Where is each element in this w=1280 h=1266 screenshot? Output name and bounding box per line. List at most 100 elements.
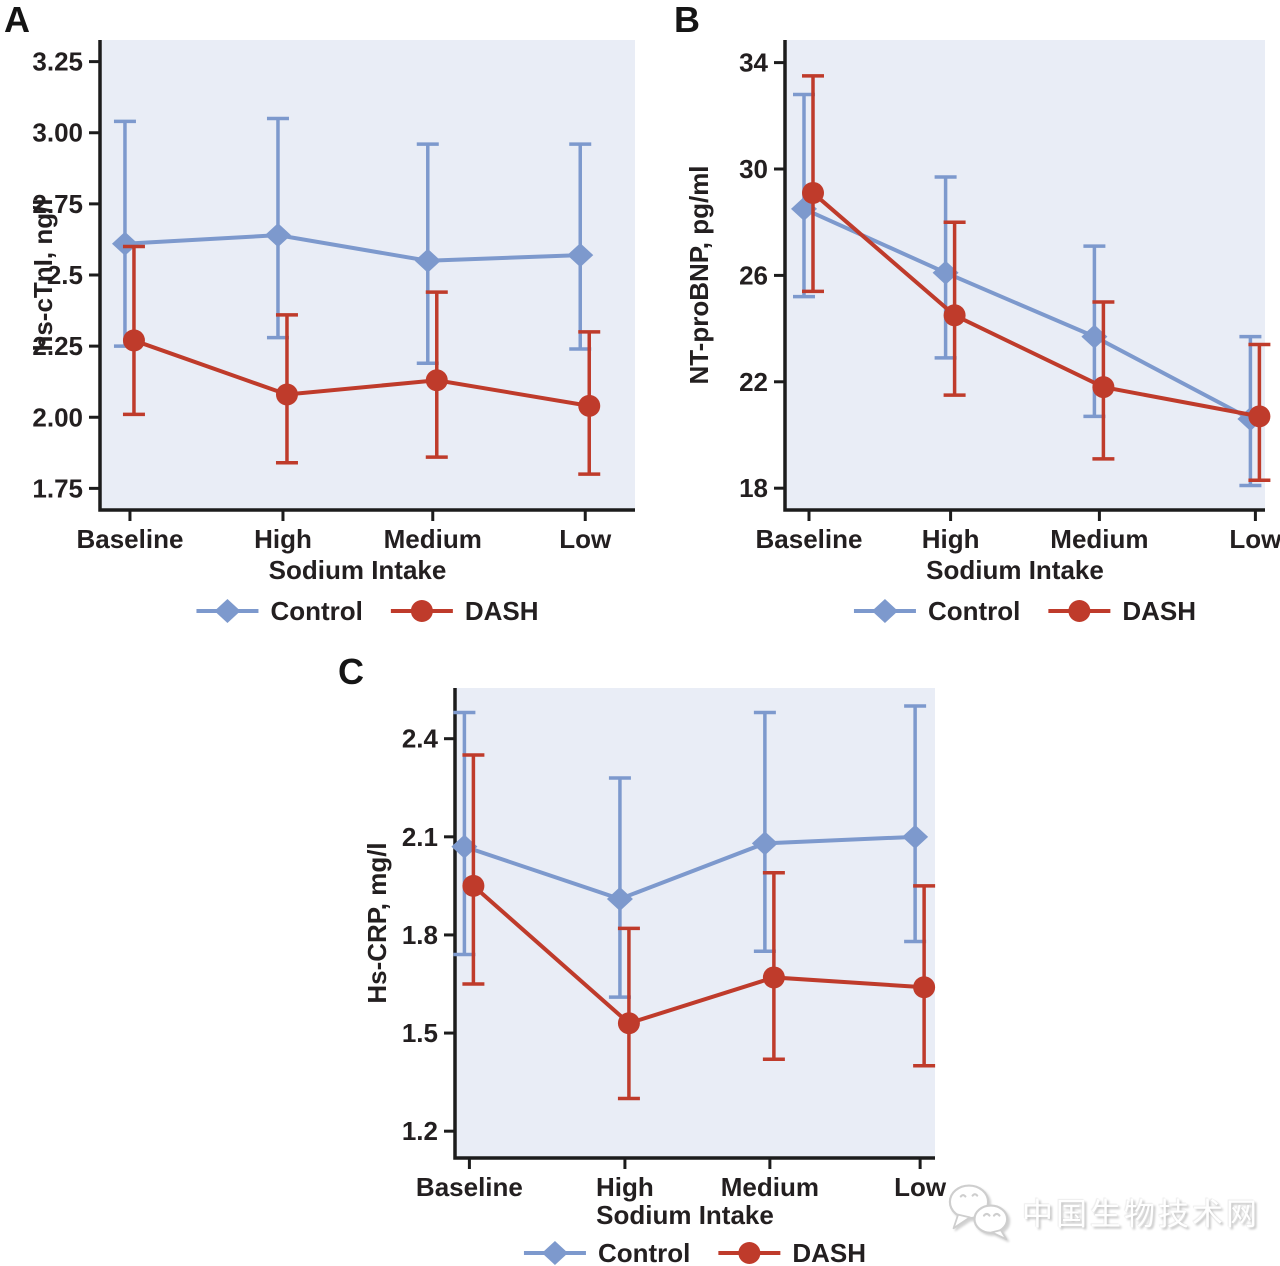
y-tick-label: 22 bbox=[739, 367, 768, 397]
diamond-marker bbox=[567, 243, 594, 268]
legend-label-control: Control bbox=[598, 1238, 690, 1266]
x-axis: Baseline High Medium Low bbox=[76, 510, 612, 554]
data-line bbox=[133, 338, 590, 408]
diamond-marker bbox=[414, 248, 441, 273]
x-axis-title: Sodium Intake bbox=[596, 1200, 774, 1230]
y-tick-label: 1.5 bbox=[402, 1018, 438, 1048]
y-tick-label: 34 bbox=[739, 48, 768, 78]
data-line bbox=[811, 191, 1260, 419]
circle-marker bbox=[578, 394, 601, 417]
circle-marker bbox=[462, 874, 485, 897]
data-line bbox=[472, 884, 925, 1026]
watermark: 中国生物技术网 bbox=[946, 1172, 1276, 1250]
y-axis-title: NT-proBNP, pg/ml bbox=[684, 165, 714, 384]
diamond-marker bbox=[751, 831, 778, 856]
y-tick-label: 3.25 bbox=[32, 47, 83, 77]
series-dash bbox=[122, 244, 601, 476]
panel-b-label: B bbox=[674, 0, 700, 40]
data-line bbox=[463, 834, 916, 902]
x-axis-title: Sodium Intake bbox=[926, 555, 1104, 585]
x-tick-label: Medium bbox=[1050, 524, 1148, 554]
legend-diamond-marker bbox=[541, 1241, 568, 1265]
panel-c: C 1.2 1.5 1.8 2.1 2.4 Baseline High Medium Low Hs… bbox=[320, 648, 980, 1266]
circle-marker bbox=[762, 966, 785, 989]
circle-marker bbox=[913, 976, 936, 999]
panel-a-label: A bbox=[4, 0, 30, 40]
y-axis-title: Hs-CRP, mg/l bbox=[362, 842, 392, 1003]
x-axis: Baseline High Medium Low bbox=[416, 1158, 947, 1202]
y-tick-label: 2.5 bbox=[47, 260, 83, 290]
panel-b: B 18 22 26 30 34 Baseline High Medium Low NT-proB… bbox=[660, 0, 1280, 645]
x-tick-label: Baseline bbox=[416, 1172, 523, 1202]
y-axis: 1.2 1.5 1.8 2.1 2.4 bbox=[402, 724, 455, 1146]
y-tick-label: 26 bbox=[739, 260, 768, 290]
diamond-marker bbox=[451, 834, 478, 859]
legend-label-dash: DASH bbox=[1122, 596, 1196, 626]
y-tick-label: 2.25 bbox=[32, 331, 83, 361]
y-axis-title: hs-cTnI, ng/l bbox=[28, 198, 58, 351]
x-tick-label: Medium bbox=[721, 1172, 819, 1202]
plot-area bbox=[785, 40, 1265, 510]
panel-a: A 1.75 2.00 2.25 2.5 2.75 3.00 3.25 Baseline Hig… bbox=[0, 0, 660, 645]
diamond-marker bbox=[111, 231, 138, 256]
y-tick-label: 2.1 bbox=[402, 822, 438, 852]
chart-hs-crp: 1.2 1.5 1.8 2.1 2.4 Baseline High Medium Low Hs-C… bbox=[362, 688, 947, 1266]
legend-label-dash: DASH bbox=[465, 596, 539, 626]
x-tick-label: High bbox=[596, 1172, 654, 1202]
y-tick-label: 1.75 bbox=[32, 473, 83, 503]
legend-label-dash: DASH bbox=[792, 1238, 866, 1266]
circle-marker bbox=[1248, 405, 1271, 428]
series-dash bbox=[462, 753, 936, 1101]
diamond-marker bbox=[1081, 324, 1108, 349]
watermark-text: 中国生物技术网 bbox=[1022, 1196, 1260, 1232]
x-tick-label: High bbox=[922, 524, 980, 554]
x-axis: Baseline High Medium Low bbox=[756, 510, 1280, 554]
y-tick-label: 1.2 bbox=[402, 1116, 438, 1146]
chart-hs-ctni: 1.75 2.00 2.25 2.5 2.75 3.00 3.25 Baseline High M… bbox=[28, 40, 635, 626]
axis-lines bbox=[783, 40, 1265, 512]
x-tick-label: Medium bbox=[384, 524, 482, 554]
y-axis: 1.75 2.00 2.25 2.5 2.75 3.00 3.25 bbox=[32, 47, 100, 503]
y-tick-label: 2.00 bbox=[32, 402, 83, 432]
plot-area bbox=[455, 688, 935, 1158]
data-line bbox=[124, 233, 581, 263]
legend-label-control: Control bbox=[270, 596, 362, 626]
series-dash bbox=[802, 74, 1271, 482]
data-line bbox=[803, 207, 1252, 421]
y-tick-label: 3.00 bbox=[32, 118, 83, 148]
axis-lines bbox=[98, 40, 635, 512]
x-axis-title: Sodium Intake bbox=[269, 555, 447, 585]
x-tick-label: Low bbox=[559, 524, 612, 554]
panel-c-label: C bbox=[338, 651, 364, 692]
chart-nt-probnp: 18 22 26 30 34 Baseline High Medium Low NT-proBNP… bbox=[684, 40, 1280, 626]
y-tick-label: 1.8 bbox=[402, 920, 438, 950]
x-tick-label: High bbox=[254, 524, 312, 554]
circle-marker bbox=[1092, 376, 1115, 399]
legend-label-control: Control bbox=[928, 596, 1020, 626]
diamond-marker bbox=[932, 260, 959, 285]
y-tick-label: 2.4 bbox=[402, 724, 439, 754]
legend-circle-marker bbox=[1068, 600, 1091, 622]
y-tick-label: 30 bbox=[739, 154, 768, 184]
diamond-marker bbox=[606, 886, 633, 911]
plot-area bbox=[100, 40, 635, 510]
y-tick-label: 18 bbox=[739, 473, 768, 503]
series-control bbox=[451, 704, 929, 999]
circle-marker bbox=[617, 1012, 640, 1035]
circle-marker bbox=[802, 181, 824, 204]
circle-marker bbox=[943, 304, 966, 327]
legend-circle-marker bbox=[410, 600, 433, 622]
circle-marker bbox=[122, 329, 145, 352]
legend-circle-marker bbox=[738, 1242, 761, 1264]
diamond-marker bbox=[902, 824, 929, 849]
diamond-marker bbox=[264, 223, 291, 248]
x-tick-label: Low bbox=[1229, 524, 1280, 554]
x-tick-label: Low bbox=[894, 1172, 947, 1202]
x-tick-label: Baseline bbox=[76, 524, 183, 554]
circle-marker bbox=[275, 383, 298, 406]
y-tick-label: 2.75 bbox=[32, 189, 83, 219]
legend-diamond-marker bbox=[214, 599, 241, 623]
y-axis: 18 22 26 30 34 bbox=[739, 48, 785, 503]
x-tick-label: Baseline bbox=[756, 524, 863, 554]
legend: Control DASH bbox=[196, 596, 539, 626]
